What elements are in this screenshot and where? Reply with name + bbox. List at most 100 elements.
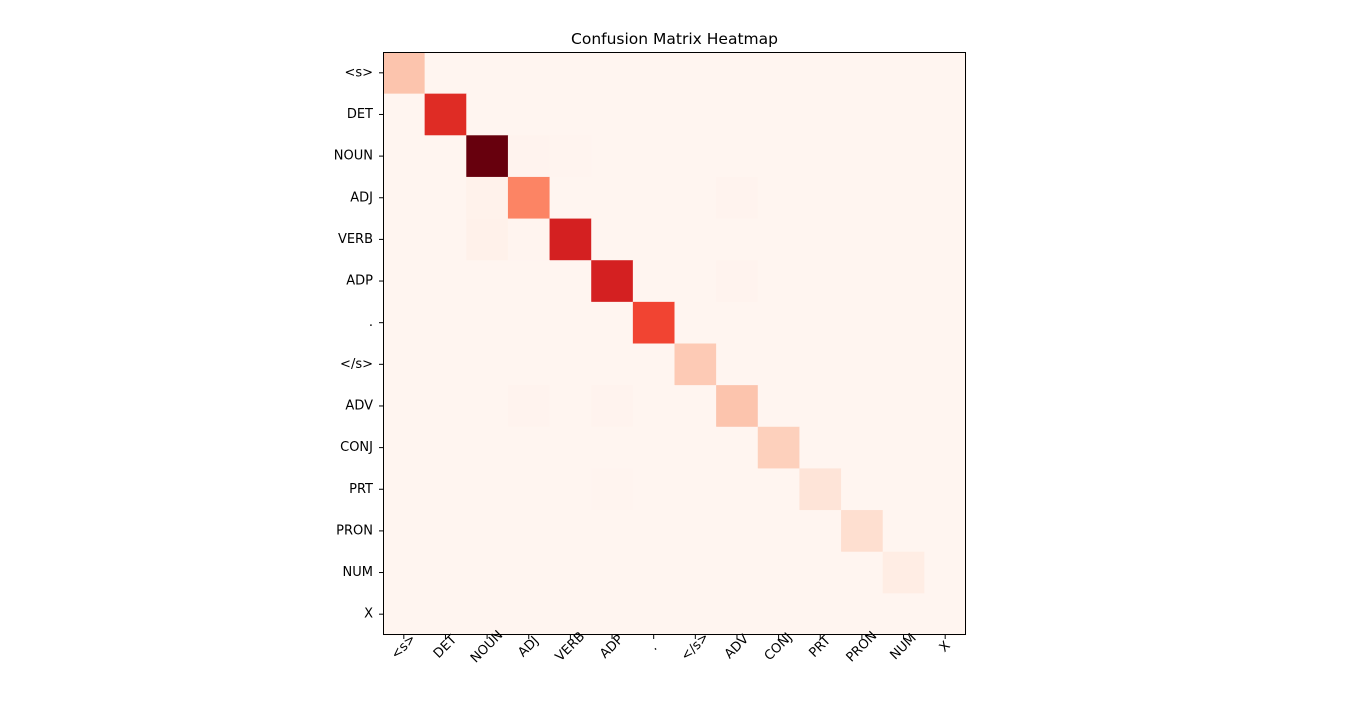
heatmap-cell-13-9 <box>757 593 800 636</box>
heatmap-cell-7-3 <box>507 343 550 386</box>
heatmap-cell-2-9 <box>757 135 800 178</box>
heatmap-cell-9-11 <box>841 426 884 469</box>
heatmap-cell-8-7 <box>674 385 717 428</box>
y-tick-label: DET <box>347 107 373 122</box>
heatmap-cell-8-0 <box>383 385 426 428</box>
heatmap-cell-7-9 <box>757 343 800 386</box>
heatmap-cell-2-13 <box>924 135 967 178</box>
heatmap-cell-9-1 <box>424 426 467 469</box>
heatmap-cell-4-13 <box>924 218 967 261</box>
heatmap-cell-0-9 <box>757 52 800 95</box>
heatmap-cell-9-3 <box>507 426 550 469</box>
heatmap-cell-10-11 <box>841 468 884 511</box>
heatmap-cell-4-2 <box>466 218 509 261</box>
heatmap-cell-3-6 <box>632 176 675 219</box>
heatmap-cell-12-4 <box>549 551 592 594</box>
heatmap-cell-7-0 <box>383 343 426 386</box>
heatmap-cell-5-4 <box>549 260 592 303</box>
heatmap-cell-9-4 <box>549 426 592 469</box>
heatmap-cell-3-12 <box>882 176 925 219</box>
heatmap-cell-11-1 <box>424 510 467 553</box>
heatmap-cell-6-8 <box>716 301 759 344</box>
heatmap-cell-1-3 <box>507 93 550 136</box>
heatmap-cell-0-4 <box>549 52 592 95</box>
y-tick-label: . <box>369 315 373 330</box>
heatmap-cell-4-3 <box>507 218 550 261</box>
heatmap-cell-2-5 <box>591 135 634 178</box>
heatmap-cell-3-1 <box>424 176 467 219</box>
chart-title: Confusion Matrix Heatmap <box>571 30 778 48</box>
heatmap-cell-3-0 <box>383 176 426 219</box>
heatmap-cell-6-9 <box>757 301 800 344</box>
heatmap-cell-10-6 <box>632 468 675 511</box>
heatmap-cell-10-13 <box>924 468 967 511</box>
heatmap-cell-1-7 <box>674 93 717 136</box>
y-tick-label: VERB <box>338 232 373 247</box>
heatmap-cell-0-13 <box>924 52 967 95</box>
x-tick-label: PRT <box>807 633 835 661</box>
heatmap-cell-13-11 <box>841 593 884 636</box>
heatmap-cell-3-9 <box>757 176 800 219</box>
heatmap-cell-5-12 <box>882 260 925 303</box>
heatmap-cell-1-9 <box>757 93 800 136</box>
heatmap-cell-4-10 <box>799 218 842 261</box>
y-tick-label: ADV <box>345 398 373 413</box>
heatmap-cell-9-5 <box>591 426 634 469</box>
y-tick-label: </s> <box>340 357 373 372</box>
heatmap-cell-6-10 <box>799 301 842 344</box>
heatmap-cell-5-11 <box>841 260 884 303</box>
heatmap-cell-11-3 <box>507 510 550 553</box>
heatmap-cell-8-5 <box>591 385 634 428</box>
heatmap-cell-13-2 <box>466 593 509 636</box>
heatmap-cell-11-7 <box>674 510 717 553</box>
heatmap-cell-4-5 <box>591 218 634 261</box>
heatmap-cell-8-4 <box>549 385 592 428</box>
heatmap-cell-8-2 <box>466 385 509 428</box>
y-tick-label: X <box>364 607 373 622</box>
heatmap-cell-5-8 <box>716 260 759 303</box>
heatmap-cell-1-5 <box>591 93 634 136</box>
heatmap-cell-0-10 <box>799 52 842 95</box>
heatmap-cell-0-1 <box>424 52 467 95</box>
heatmap-cell-7-5 <box>591 343 634 386</box>
heatmap-cell-9-0 <box>383 426 426 469</box>
heatmap-cell-1-12 <box>882 93 925 136</box>
heatmap-cell-5-3 <box>507 260 550 303</box>
heatmap-cell-12-7 <box>674 551 717 594</box>
y-tick-label: <s> <box>344 65 373 80</box>
heatmap-cell-12-10 <box>799 551 842 594</box>
y-tick-label: NUM <box>343 565 373 580</box>
heatmap-cell-12-0 <box>383 551 426 594</box>
heatmap-cell-4-6 <box>632 218 675 261</box>
heatmap-cell-0-8 <box>716 52 759 95</box>
heatmap-cell-8-9 <box>757 385 800 428</box>
x-tick-label: DET <box>431 632 460 661</box>
heatmap-cell-12-1 <box>424 551 467 594</box>
heatmap-cell-9-7 <box>674 426 717 469</box>
heatmap-cell-1-8 <box>716 93 759 136</box>
heatmap-cell-10-3 <box>507 468 550 511</box>
heatmap-cell-13-12 <box>882 593 925 636</box>
heatmap-cell-11-2 <box>466 510 509 553</box>
heatmap-cell-2-4 <box>549 135 592 178</box>
x-tick-label: <s> <box>388 632 419 663</box>
heatmap-cell-3-8 <box>716 176 759 219</box>
heatmap-cell-1-10 <box>799 93 842 136</box>
heatmap-cell-2-3 <box>507 135 550 178</box>
heatmap-cell-9-6 <box>632 426 675 469</box>
heatmap-cell-13-8 <box>716 593 759 636</box>
y-tick-label: ADP <box>346 274 373 289</box>
heatmap-cell-11-12 <box>882 510 925 553</box>
heatmap-cell-10-2 <box>466 468 509 511</box>
x-tick-label: ADV <box>722 632 752 662</box>
heatmap-cell-10-8 <box>716 468 759 511</box>
heatmap-cell-7-10 <box>799 343 842 386</box>
heatmap-cell-9-2 <box>466 426 509 469</box>
heatmap-cell-8-10 <box>799 385 842 428</box>
heatmap-cell-1-4 <box>549 93 592 136</box>
heatmap-cell-6-7 <box>674 301 717 344</box>
heatmap-cell-6-1 <box>424 301 467 344</box>
heatmap-cell-6-0 <box>383 301 426 344</box>
heatmap-cell-5-2 <box>466 260 509 303</box>
heatmap-cell-0-7 <box>674 52 717 95</box>
